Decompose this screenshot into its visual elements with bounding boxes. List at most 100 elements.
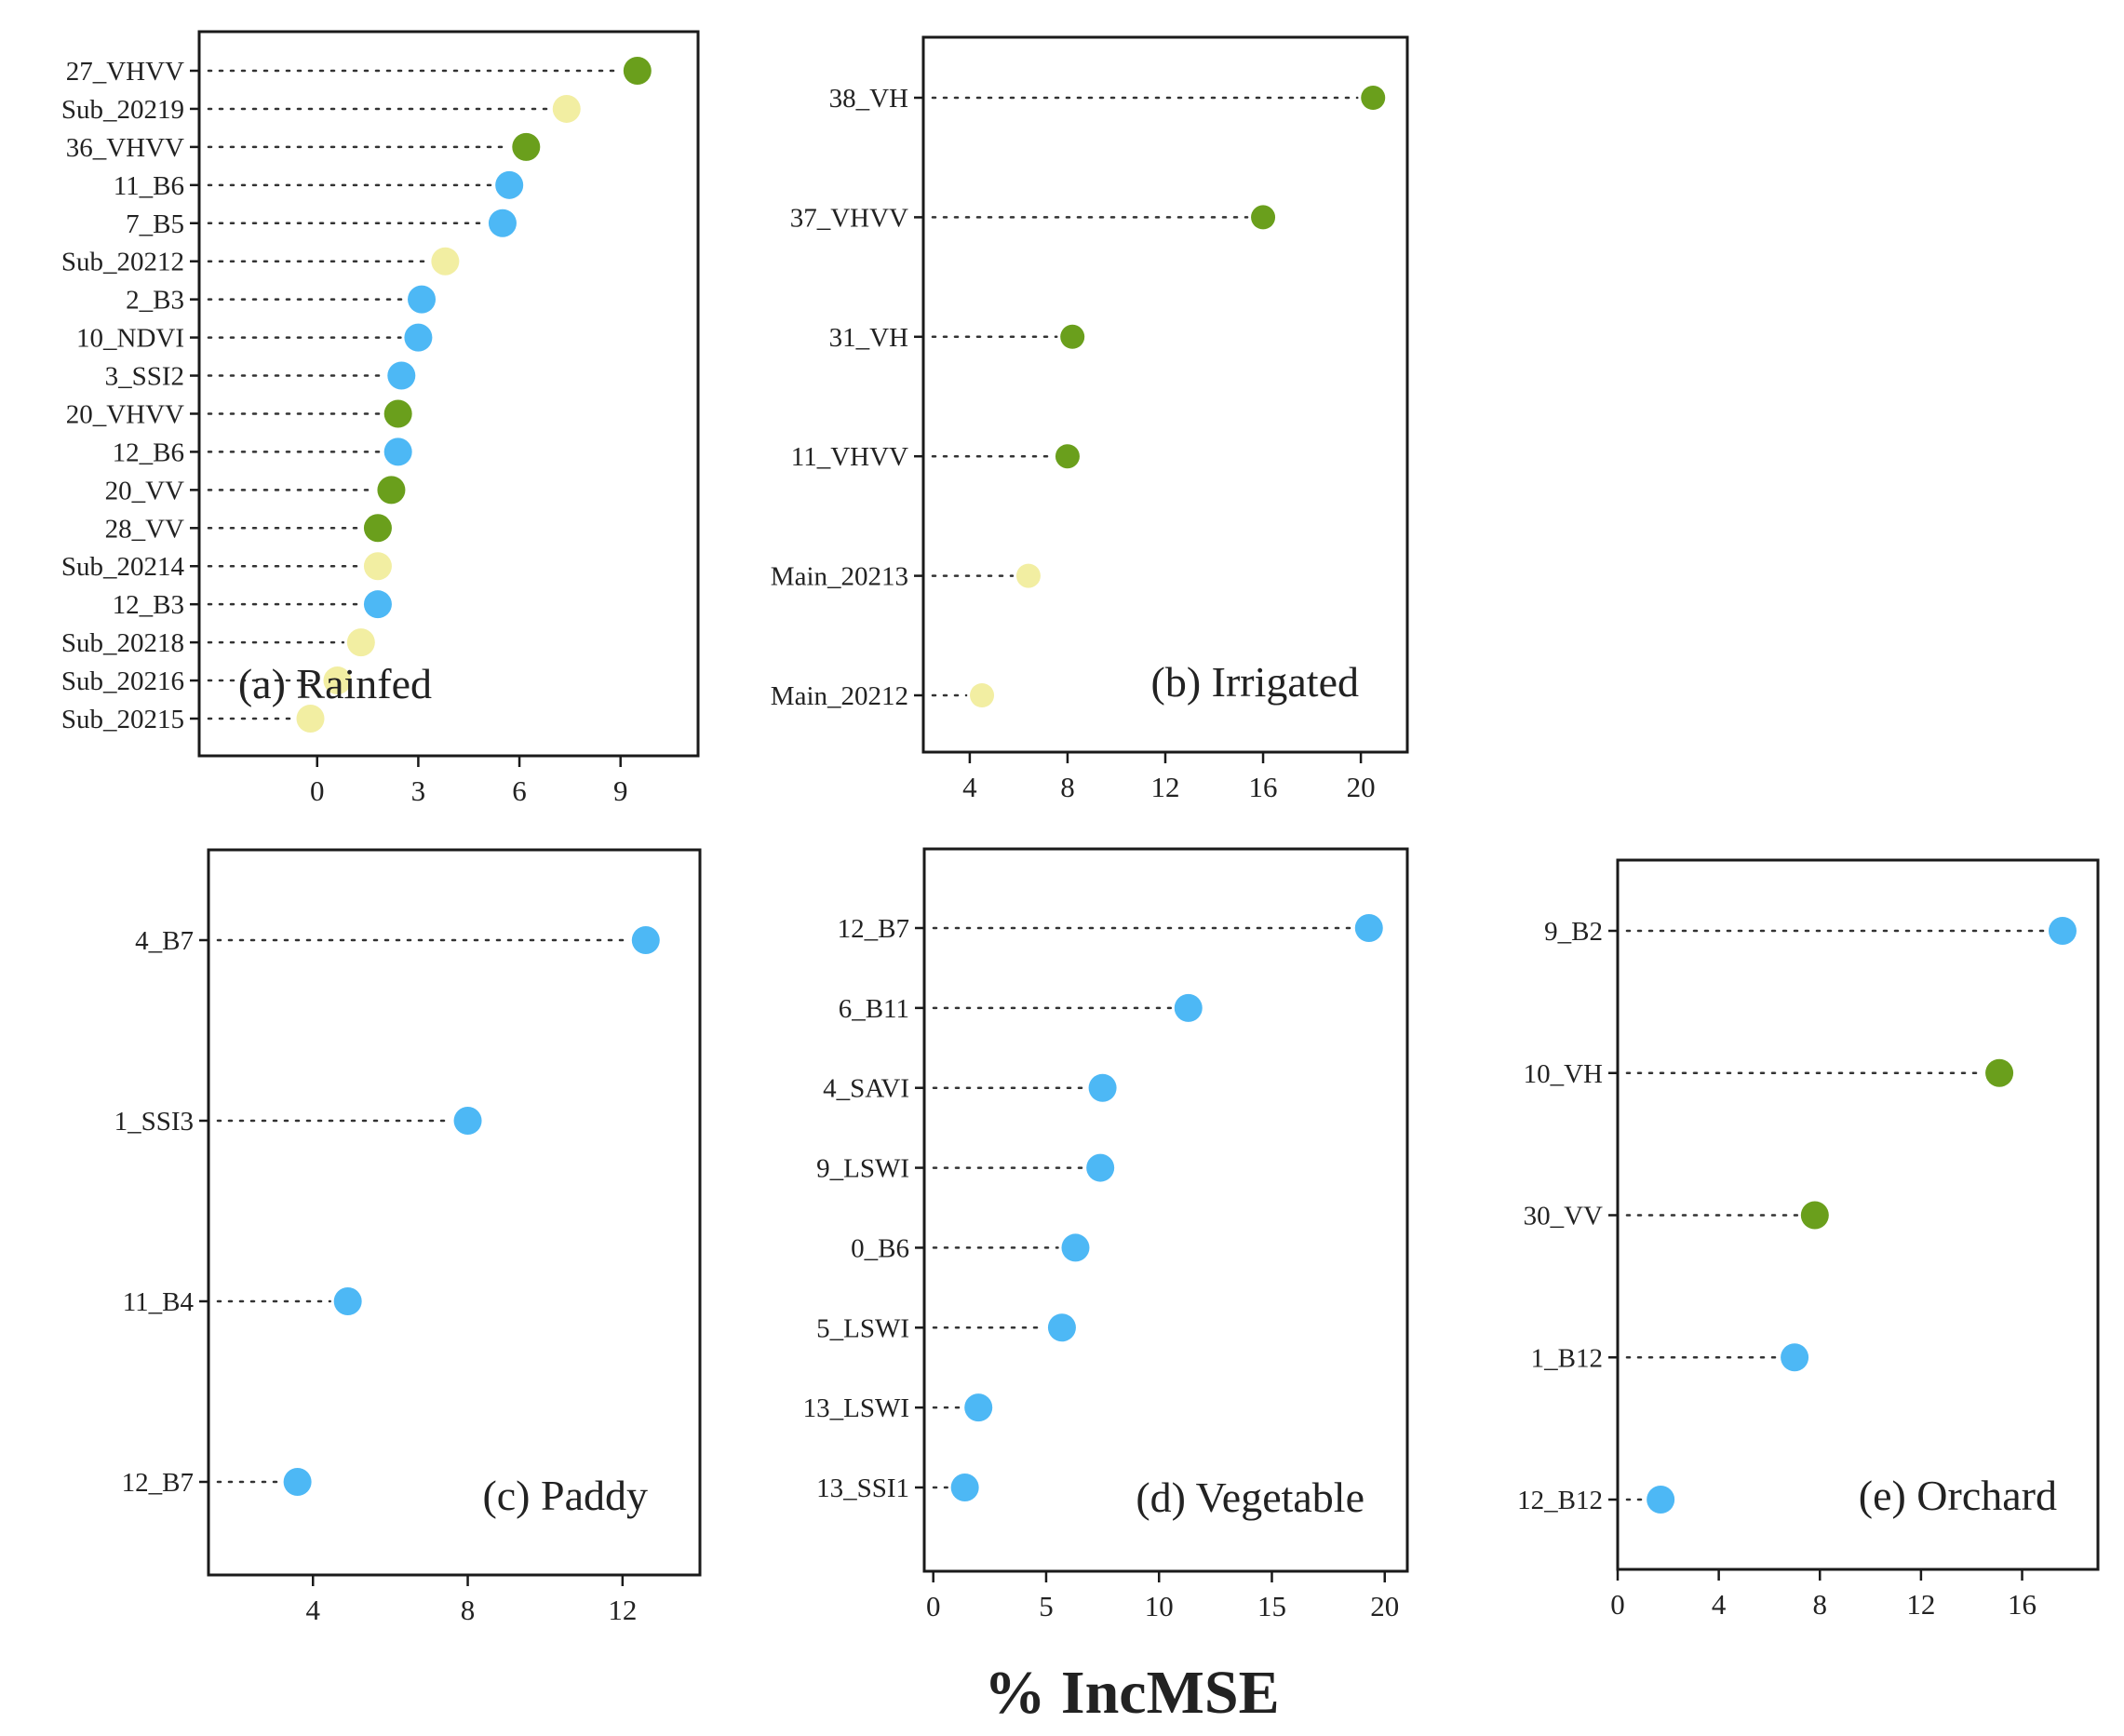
point-30-vv [1800,1201,1829,1230]
panel-rainfed: 27_VHVV Sub_20219 36_VHVV 11_B6 7_B5 Sub_2021… [61,30,700,807]
y-tick-label-1-ssi3: 1_SSI3 [114,1107,194,1137]
y-tick-label-11-b4: 11_B4 [123,1287,195,1317]
y-tick-label-11-vhvv: 11_VHVV [791,442,908,472]
panel-title: (d) Vegetable [1136,1474,1364,1521]
point-36-vhvv [512,132,541,161]
x-tick-label: 12 [1151,771,1180,803]
panel-vegetable: 12_B7 6_B11 4_SAVI 9_LSWI 0_B6 5_LSWI 13_LSWI 1… [803,847,1409,1622]
y-tick-label-12-b12: 12_B12 [1517,1486,1603,1515]
point-6-b11 [1174,993,1203,1022]
point-main-20213 [1015,563,1041,588]
x-tick-label: 16 [2008,1588,2037,1621]
point-37-vhvv [1251,205,1276,230]
point-sub-20219 [552,94,581,123]
point-9-lswi [1086,1153,1115,1182]
panel-paddy: 4_B7 1_SSI3 11_B4 12_B7 4 8 12 (c) Paddy [114,848,702,1626]
point-main-20212 [970,683,995,707]
point-38-vh [1361,86,1386,110]
y-tick-label-27-vhvv: 27_VHVV [66,57,184,87]
y-tick-label-36-vhvv: 36_VHVV [66,133,184,163]
y-tick-label-2-b3: 2_B3 [126,286,184,316]
panel-frame [921,35,1409,754]
point-sub-20218 [346,628,375,657]
y-tick-label-12-b7: 12_B7 [838,914,909,944]
point-28-vv [363,514,392,543]
x-tick-label: 8 [1060,771,1075,803]
point-sub-20215 [296,705,325,733]
y-tick-label-30-vv: 30_VV [1524,1202,1603,1231]
y-tick-label-31-vh: 31_VH [829,323,908,353]
y-tick-label-12-b7: 12_B7 [122,1468,194,1498]
y-tick-label-10-vh: 10_VH [1524,1059,1603,1089]
panel-title: (e) Orchard [1859,1472,2057,1519]
x-tick-label: 4 [306,1594,321,1626]
point-4-savi [1088,1073,1117,1102]
point-10-vh [1985,1058,2014,1087]
x-tick-label: 0 [1610,1588,1625,1621]
y-tick-label-38-vh: 38_VH [829,84,908,114]
x-tick-label: 5 [1039,1590,1054,1622]
panel-frame [207,848,702,1577]
x-tick-label: 8 [461,1594,476,1626]
y-tick-label-sub-20212: Sub_20212 [61,248,184,277]
panel-irrigated: 38_VH 37_VHVV 31_VH 11_VHVV Main_20213 Main_2… [771,35,1409,803]
y-tick-label-37-vhvv: 37_VHVV [790,203,908,233]
point-31-vh [1060,324,1085,349]
x-tick-label: 12 [608,1594,637,1626]
y-tick-label-7-b5: 7_B5 [126,209,184,239]
x-tick-label: 10 [1145,1590,1174,1622]
y-tick-label-5-lswi: 5_LSWI [816,1313,909,1343]
y-tick-label-13-lswi: 13_LSWI [803,1393,909,1423]
y-tick-label-4-savi: 4_SAVI [823,1074,909,1104]
x-tick-label: 16 [1249,771,1278,803]
y-tick-label-3-ssi2: 3_SSI2 [105,362,184,392]
point-0-b6 [1061,1233,1090,1262]
point-9-b2 [2048,917,2077,945]
point-5-lswi [1047,1313,1076,1342]
x-tick-label: 20 [1370,1590,1399,1622]
point-11-b4 [333,1287,362,1315]
x-tick-label: 9 [613,774,628,807]
point-7-b5 [488,209,517,237]
point-12-b7 [1354,914,1383,942]
y-tick-label-main-20212: Main_20212 [771,681,908,711]
x-tick-label: 0 [926,1590,941,1622]
point-12-b3 [363,590,392,619]
panel-orchard: 9_B2 10_VH 30_VV 1_B12 12_B12 0 4 8 12 16 (e) Orch… [1517,858,2100,1621]
point-12-b6 [383,437,412,466]
y-tick-label-11-b6: 11_B6 [114,171,184,201]
point-10-ndvi [404,323,433,352]
x-tick-label: 0 [310,774,325,807]
y-tick-label-6-b11: 6_B11 [839,994,909,1024]
panel-frame [922,847,1409,1573]
y-tick-label-9-b2: 9_B2 [1544,917,1603,947]
y-tick-label-12-b6: 12_B6 [113,437,184,467]
point-1-ssi3 [453,1107,482,1135]
panel-frame [1616,858,2100,1571]
x-tick-label: 4 [962,771,977,803]
point-13-lswi [964,1393,993,1422]
y-tick-label-sub-20216: Sub_20216 [61,666,184,696]
x-tick-label: 6 [512,774,527,807]
y-tick-label-sub-20214: Sub_20214 [61,552,185,582]
point-13-ssi1 [950,1474,979,1501]
point-20-vv [377,476,406,505]
y-tick-label-13-ssi1: 13_SSI1 [816,1474,909,1503]
x-tick-label: 4 [1712,1588,1727,1621]
y-tick-label-sub-20218: Sub_20218 [61,628,184,658]
point-12-b12 [1647,1486,1675,1514]
point-27-vhvv [623,57,652,85]
point-sub-20214 [363,552,392,581]
y-tick-label-1-b12: 1_B12 [1531,1343,1603,1373]
y-tick-label-10-ndvi: 10_NDVI [76,324,184,354]
y-tick-label-4-b7: 4_B7 [135,926,194,956]
y-tick-label-9-lswi: 9_LSWI [816,1154,909,1184]
x-tick-label: 15 [1257,1590,1286,1622]
y-tick-label-sub-20219: Sub_20219 [61,95,184,125]
panel-title: (c) Paddy [482,1472,648,1519]
point-4-b7 [631,926,660,954]
x-tick-label: 8 [1813,1588,1828,1621]
panel-frame [197,30,700,758]
x-tick-label: 12 [1906,1588,1935,1621]
point-12-b7 [283,1468,312,1496]
